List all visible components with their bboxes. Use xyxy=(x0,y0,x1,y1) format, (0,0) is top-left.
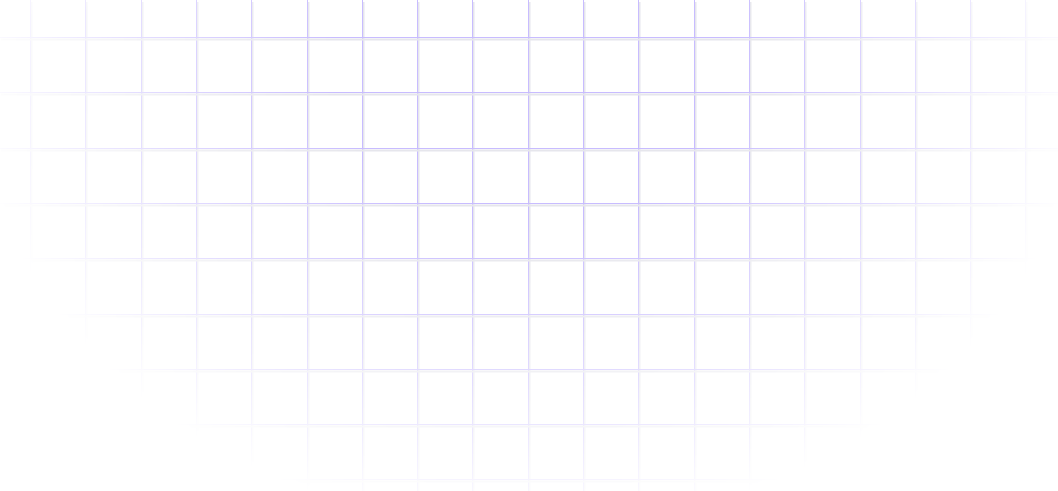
background-grid xyxy=(0,0,1058,491)
